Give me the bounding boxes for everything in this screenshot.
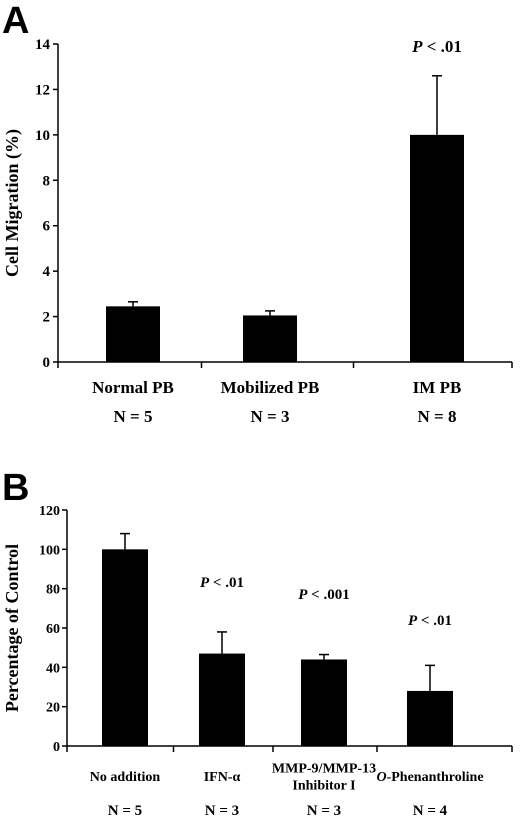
p-value-annotation: P < .01	[411, 37, 462, 56]
x-category-label: O-Phenanthroline	[376, 770, 483, 785]
x-category-label: IFN-α	[204, 770, 241, 785]
panel-label-a: A	[2, 0, 29, 42]
bar	[102, 549, 148, 746]
n-label: N = 5	[114, 407, 153, 426]
y-tick-label: 120	[39, 504, 60, 519]
x-category-label: No addition	[90, 770, 161, 785]
y-tick-label: 14	[35, 37, 51, 53]
y-axis-label: Cell Migration (%)	[2, 129, 23, 277]
chart-panel-b: 0 20 40 60 80 100 120 Percentage of Control No a…	[2, 504, 513, 819]
y-axis-label: Percentage of Control	[2, 544, 22, 712]
y-tick-label: 4	[43, 264, 51, 280]
y-tick-label: 2	[43, 310, 51, 326]
y-tick-label: 80	[46, 583, 60, 598]
bar	[199, 653, 245, 746]
p-value-annotation: P < .001	[298, 587, 349, 603]
y-tick-label: 8	[43, 173, 51, 189]
y-tick-label: 60	[46, 622, 60, 637]
y-tick-label: 10	[35, 128, 50, 144]
y-tick-label: 20	[46, 701, 60, 716]
y-tick-label: 12	[35, 82, 50, 98]
y-tick-label: 40	[46, 661, 60, 676]
n-label: N = 3	[205, 803, 239, 819]
bar	[410, 134, 464, 362]
bar	[106, 306, 160, 362]
p-value-annotation: P < .01	[200, 575, 244, 591]
n-label: N = 8	[418, 407, 457, 426]
n-label: N = 4	[413, 803, 448, 819]
y-tick-label: 100	[39, 543, 60, 558]
n-label: N = 3	[251, 407, 290, 426]
x-category-label: IM PB	[413, 378, 462, 397]
bar	[243, 315, 297, 362]
bar	[407, 690, 453, 746]
x-category-label: Normal PB	[92, 378, 174, 397]
x-category-label: MMP-9/MMP-13 Inhibitor I	[272, 762, 376, 794]
y-tick-label: 0	[43, 355, 51, 371]
y-tick-label: 6	[43, 219, 51, 235]
n-label: N = 5	[108, 803, 142, 819]
chart-panel-a: 0 2 4 6 8 10 12 14 Cell Migration (%) Normal PB N …	[2, 37, 513, 426]
x-category-label: Mobilized PB	[221, 378, 320, 397]
y-tick-label: 0	[53, 740, 60, 755]
bar	[301, 659, 347, 746]
panel-label-b: B	[2, 467, 29, 509]
p-value-annotation: P < .01	[408, 613, 452, 629]
n-label: N = 3	[307, 803, 341, 819]
